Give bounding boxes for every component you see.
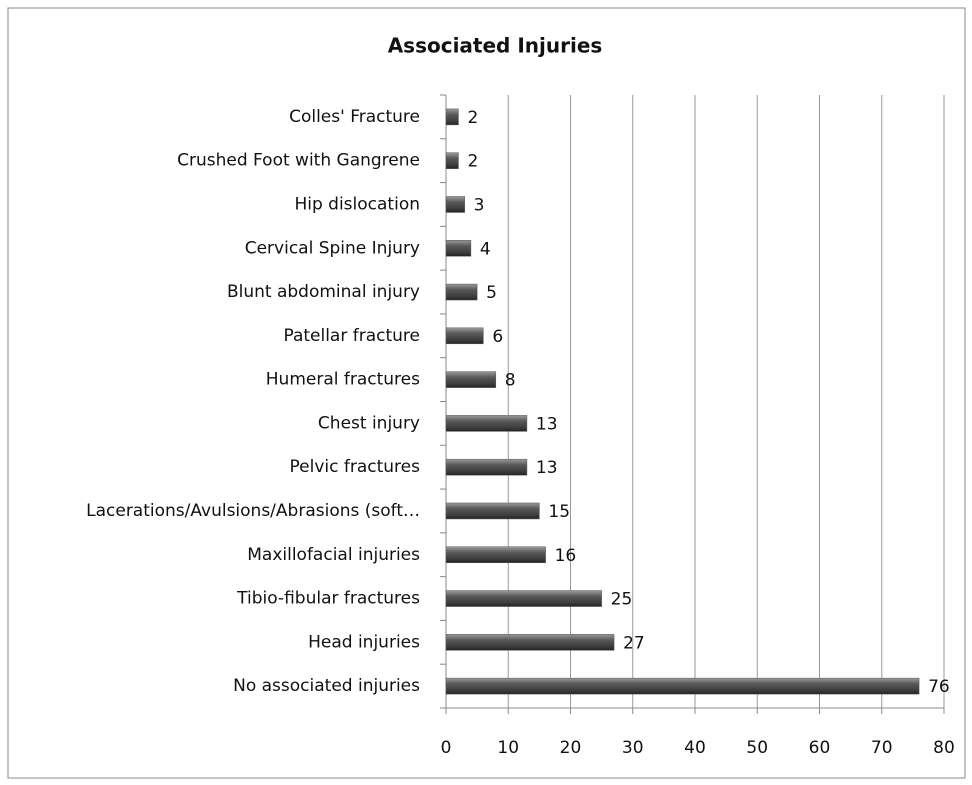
- data-label: 3: [474, 195, 485, 215]
- x-tick-label: 0: [441, 738, 452, 758]
- y-tick-label: Tibio-fibular fractures: [236, 589, 420, 609]
- bar: [445, 546, 546, 563]
- data-label: 13: [536, 414, 558, 434]
- y-tick-label: Chest injury: [318, 413, 420, 433]
- y-tick-label: Blunt abdominal injury: [227, 282, 420, 302]
- data-label: 25: [611, 590, 633, 610]
- bar: [445, 196, 465, 213]
- data-label: 13: [536, 458, 558, 478]
- y-tick-label: Humeral fractures: [266, 370, 420, 390]
- x-tick-label: 60: [809, 738, 831, 758]
- data-label: 4: [480, 239, 491, 259]
- bar: [445, 108, 459, 126]
- data-label: 2: [467, 108, 478, 128]
- x-tick-label: 50: [746, 738, 768, 758]
- bar: [445, 677, 920, 695]
- y-tick-label: Hip dislocation: [294, 194, 420, 214]
- bar: [445, 327, 484, 345]
- bar: [445, 634, 615, 651]
- data-label: 6: [492, 327, 503, 347]
- chart-title: Associated Injuries: [388, 34, 603, 58]
- bar: [445, 502, 540, 520]
- data-label: 76: [928, 677, 950, 697]
- data-label: 15: [548, 502, 570, 522]
- data-label: 16: [555, 546, 577, 566]
- chart-frame: [7, 7, 966, 779]
- y-tick-label: Maxillofacial injuries: [247, 545, 420, 565]
- x-tick-label: 70: [871, 738, 893, 758]
- bar: [445, 240, 472, 257]
- bar: [445, 415, 528, 432]
- y-tick-label: Cervical Spine Injury: [245, 238, 420, 258]
- y-tick-label: Head injuries: [308, 632, 420, 652]
- x-tick-label: 20: [560, 738, 582, 758]
- y-tick-label: Pelvic fractures: [290, 457, 421, 477]
- y-tick-label: Crushed Foot with Gangrene: [177, 151, 420, 171]
- bar: [445, 590, 602, 607]
- data-label: 5: [486, 283, 497, 303]
- bar: [445, 152, 459, 169]
- bar: [445, 283, 478, 301]
- x-tick-label: 30: [622, 738, 644, 758]
- bar: [445, 371, 497, 388]
- data-label: 8: [505, 371, 516, 391]
- y-tick-label: Lacerations/Avulsions/Abrasions (soft…: [86, 501, 420, 521]
- x-tick-label: 40: [684, 738, 706, 758]
- bar: [445, 458, 528, 476]
- data-label: 27: [623, 633, 645, 653]
- y-tick-label: Patellar fracture: [283, 326, 420, 346]
- y-tick-label: Colles' Fracture: [289, 107, 420, 127]
- x-tick-label: 10: [497, 738, 519, 758]
- x-tick-label: 80: [933, 738, 955, 758]
- data-label: 2: [467, 152, 478, 172]
- y-tick-label: No associated injuries: [233, 676, 420, 696]
